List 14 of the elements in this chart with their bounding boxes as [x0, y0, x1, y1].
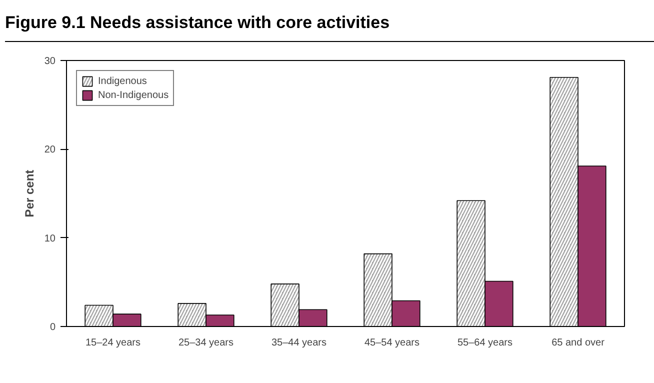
y-tick-label: 10: [44, 233, 56, 244]
y-tick-label: 30: [44, 56, 56, 67]
y-tick-label: 20: [44, 144, 56, 156]
x-tick-label: 25–34 years: [178, 338, 234, 348]
legend-label: Non-Indigenous: [98, 89, 169, 101]
x-tick-label: 65 and over: [552, 338, 606, 348]
y-tick-label: 0: [50, 322, 56, 333]
x-tick-label: 15–24 years: [85, 338, 141, 348]
y-axis-title: Per cent: [22, 170, 36, 218]
x-tick-label: 45–54 years: [364, 338, 420, 348]
chart-title: Figure 9.1 Needs assistance with core activities: [5, 5, 654, 42]
x-tick-label: 35–44 years: [271, 338, 327, 348]
legend-label: Indigenous: [98, 75, 147, 87]
x-tick-label: 55–64 years: [457, 338, 513, 348]
